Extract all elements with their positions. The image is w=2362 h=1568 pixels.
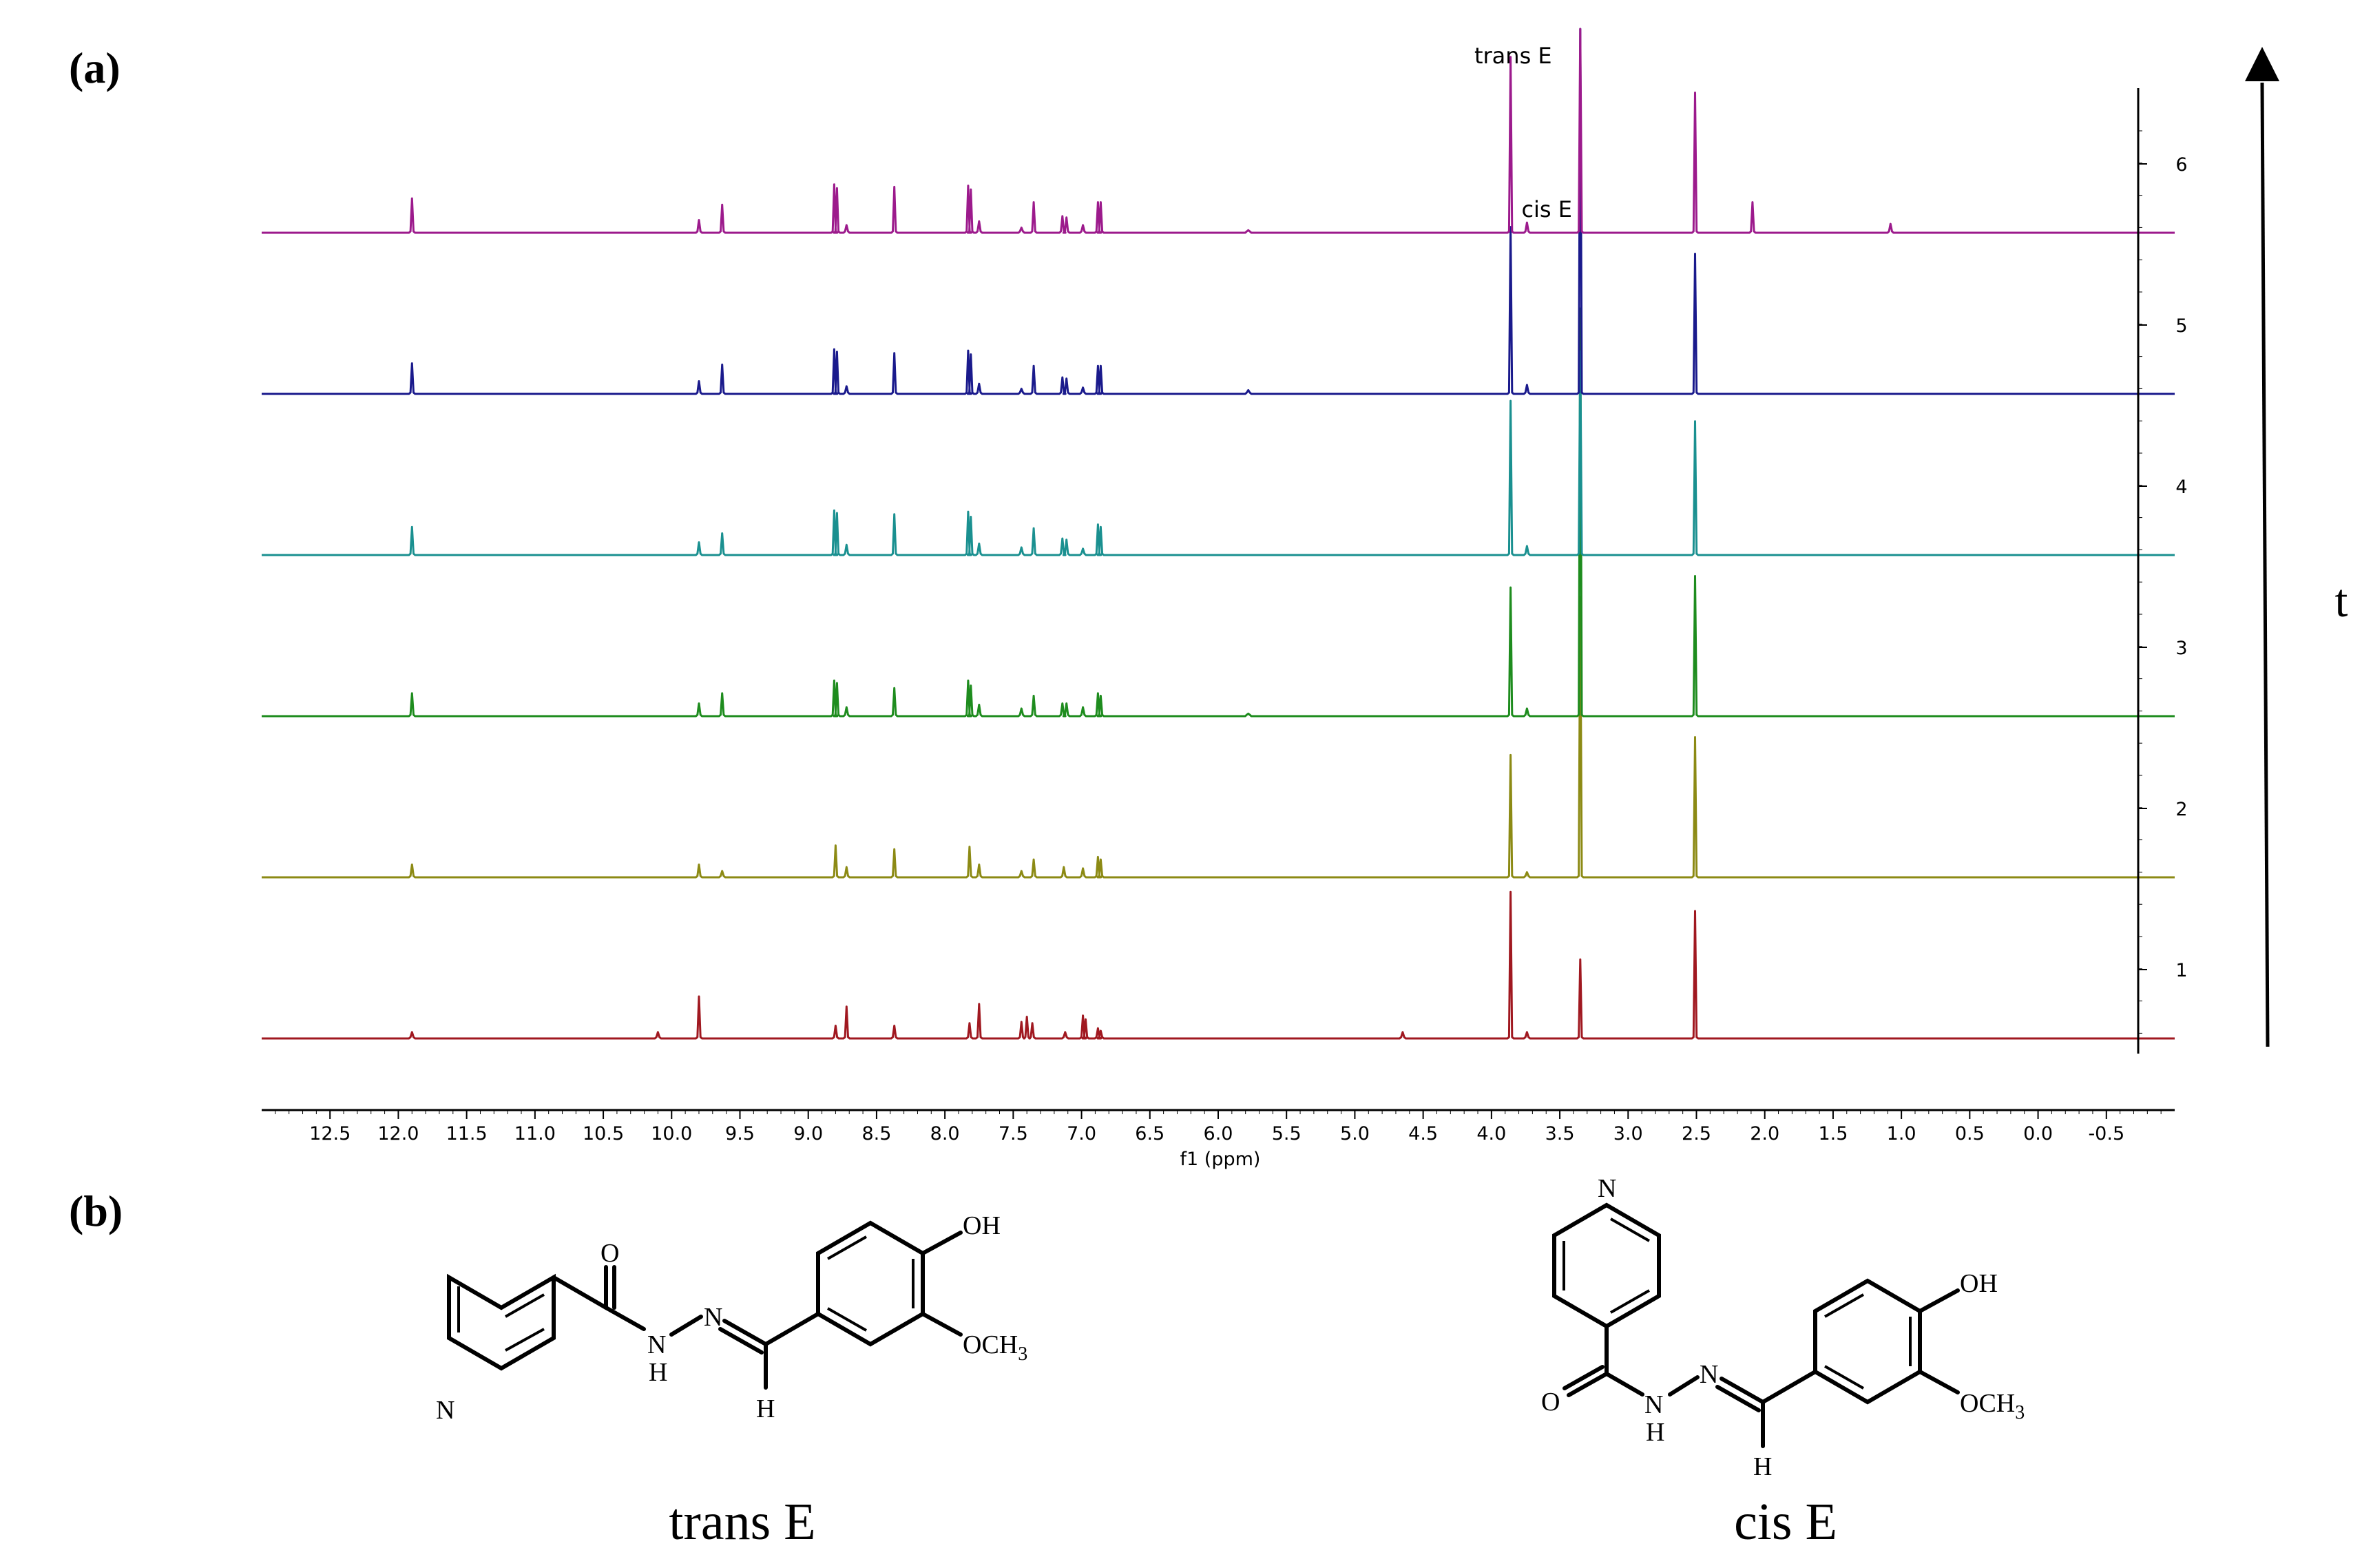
bond-c-n-imine bbox=[1720, 1377, 1765, 1404]
x-tick-label: 12.5 bbox=[309, 1123, 351, 1144]
x-tick-label: 6.5 bbox=[1135, 1123, 1164, 1144]
bond-c-och3 bbox=[921, 1312, 963, 1337]
x-tick-label: 11.0 bbox=[514, 1123, 556, 1144]
annotation-cis-e: cis E bbox=[1521, 196, 1572, 222]
x-tick-label: 9.5 bbox=[725, 1123, 755, 1144]
pyridine-ring bbox=[447, 1273, 556, 1371]
trace-index-axis: 1 2 3 4 5 6 bbox=[2137, 88, 2188, 1054]
atom-nh-h: H bbox=[1646, 1418, 1664, 1447]
x-tick-label: 0.0 bbox=[2023, 1123, 2053, 1144]
time-axis-label: t bbox=[2335, 574, 2348, 627]
bond-n-n bbox=[669, 1315, 703, 1337]
bond-c-n bbox=[1605, 1372, 1644, 1397]
benzene-ring bbox=[816, 1220, 925, 1347]
x-axis-title: f1 (ppm) bbox=[1180, 1149, 1261, 1170]
x-tick-label: 3.5 bbox=[1545, 1123, 1575, 1144]
spectrum-trace-5 bbox=[262, 28, 2175, 395]
time-arrow-head bbox=[2245, 47, 2279, 81]
spectrum-trace-1 bbox=[262, 890, 2175, 1040]
x-tick-label: 1.5 bbox=[1818, 1123, 1848, 1144]
atom-nh-h: H bbox=[649, 1358, 667, 1387]
x-axis: 12.5 12.0 11.5 11.0 10.5 10.0 9.5 9.0 8.5 8.0 7.5 7… bbox=[262, 1109, 2175, 1144]
x-tick-label: 2.0 bbox=[1750, 1123, 1779, 1144]
bond-c-ring bbox=[1761, 1370, 1817, 1404]
atom-och3-sub: 3 bbox=[1018, 1344, 1027, 1365]
x-tick-label: 8.5 bbox=[861, 1123, 891, 1144]
pyridine-ring bbox=[1552, 1202, 1661, 1329]
atom-nh-n: N bbox=[1644, 1390, 1663, 1419]
atom-och3-base: OCH bbox=[1960, 1389, 2015, 1418]
x-tick-label: 8.0 bbox=[930, 1123, 960, 1144]
x-tick-label: 5.0 bbox=[1340, 1123, 1370, 1144]
atom-h: H bbox=[756, 1394, 775, 1423]
x-tick-label: -0.5 bbox=[2088, 1123, 2124, 1144]
molecule-caption-cis-e: cis E bbox=[1734, 1493, 1837, 1551]
x-tick-label: 0.5 bbox=[1955, 1123, 1985, 1144]
bond-c-ring bbox=[764, 1312, 820, 1346]
atom-oh: OH bbox=[963, 1211, 1001, 1240]
atom-och3: OCH3 bbox=[1960, 1389, 2025, 1423]
spectrum-trace-4 bbox=[262, 350, 2175, 556]
atom-oh: OH bbox=[1960, 1269, 1998, 1298]
atom-och3-sub: 3 bbox=[2015, 1402, 2025, 1423]
trace-index-label: 5 bbox=[2175, 315, 2187, 337]
atom-nh-n: N bbox=[647, 1330, 666, 1359]
atom-carbonyl-o: O bbox=[600, 1239, 619, 1268]
x-tick-label: 12.0 bbox=[377, 1123, 419, 1144]
time-arrow-shaft bbox=[2260, 82, 2270, 1047]
x-tick-label: 11.5 bbox=[446, 1123, 488, 1144]
x-tick-label: 5.5 bbox=[1272, 1123, 1302, 1144]
bond-c-och3 bbox=[1918, 1370, 1960, 1394]
spectrum-trace-3 bbox=[262, 307, 2175, 718]
atom-och3: OCH3 bbox=[963, 1330, 1027, 1365]
atom-carbonyl-o: O bbox=[1541, 1388, 1560, 1417]
x-tick-label: 4.5 bbox=[1408, 1123, 1438, 1144]
molecule-cis-e: N O N H N H OH OCH3 cis E bbox=[1541, 1174, 2025, 1551]
atom-imine-n: N bbox=[1700, 1360, 1718, 1389]
x-tick-label: 2.5 bbox=[1682, 1123, 1711, 1144]
annotation-trans-e: trans E bbox=[1474, 43, 1552, 69]
spectrum-trace-2 bbox=[262, 596, 2175, 879]
bond-c-o bbox=[1567, 1372, 1609, 1397]
trace-index-label: 2 bbox=[2175, 799, 2187, 820]
bond-n-n bbox=[1668, 1375, 1700, 1397]
bond-c-n bbox=[604, 1306, 646, 1331]
bond-c-oh bbox=[921, 1231, 963, 1255]
time-arrow bbox=[2245, 47, 2279, 1047]
x-tick-label: 3.0 bbox=[1613, 1123, 1643, 1144]
atom-pyridine-n: N bbox=[436, 1396, 454, 1425]
bond-c-o-double bbox=[1563, 1365, 1605, 1390]
bond-ring-carbonyl bbox=[552, 1275, 608, 1310]
atom-imine-n: N bbox=[704, 1303, 722, 1332]
nmr-spectra-stack bbox=[262, 28, 2175, 1040]
x-tick-label: 6.0 bbox=[1204, 1123, 1233, 1144]
x-tick-label: 9.0 bbox=[793, 1123, 823, 1144]
bond-c-n-imine-double bbox=[718, 1327, 764, 1355]
bond-c-oh bbox=[1918, 1288, 1960, 1313]
trace-index-label: 3 bbox=[2175, 638, 2187, 659]
x-tick-label: 7.5 bbox=[999, 1123, 1028, 1144]
panel-b-label: (b) bbox=[69, 1187, 123, 1235]
x-tick-label: 4.0 bbox=[1476, 1123, 1506, 1144]
atom-pyridine-n: N bbox=[1598, 1174, 1616, 1203]
bond-c-n-imine-double bbox=[1715, 1385, 1761, 1412]
x-tick-label: 1.0 bbox=[1887, 1123, 1916, 1144]
x-tick-label: 10.0 bbox=[651, 1123, 692, 1144]
spectrum-trace-6 bbox=[262, 28, 2175, 234]
atom-h: H bbox=[1753, 1452, 1772, 1481]
atom-och3-base: OCH bbox=[963, 1330, 1018, 1359]
x-tick-label: 10.5 bbox=[583, 1123, 624, 1144]
molecule-caption-trans-e: trans E bbox=[669, 1493, 815, 1551]
trace-index-label: 1 bbox=[2175, 960, 2187, 981]
panel-a-label: (a) bbox=[69, 43, 121, 92]
x-tick-label: 7.0 bbox=[1067, 1123, 1096, 1144]
bond-c-n-imine bbox=[722, 1319, 768, 1346]
trace-index-label: 6 bbox=[2175, 154, 2187, 176]
trace-index-label: 4 bbox=[2175, 477, 2187, 498]
molecule-trans-e: N O N H N H OH OCH3 trans E bbox=[436, 1211, 1027, 1551]
benzene-ring bbox=[1813, 1278, 1922, 1405]
